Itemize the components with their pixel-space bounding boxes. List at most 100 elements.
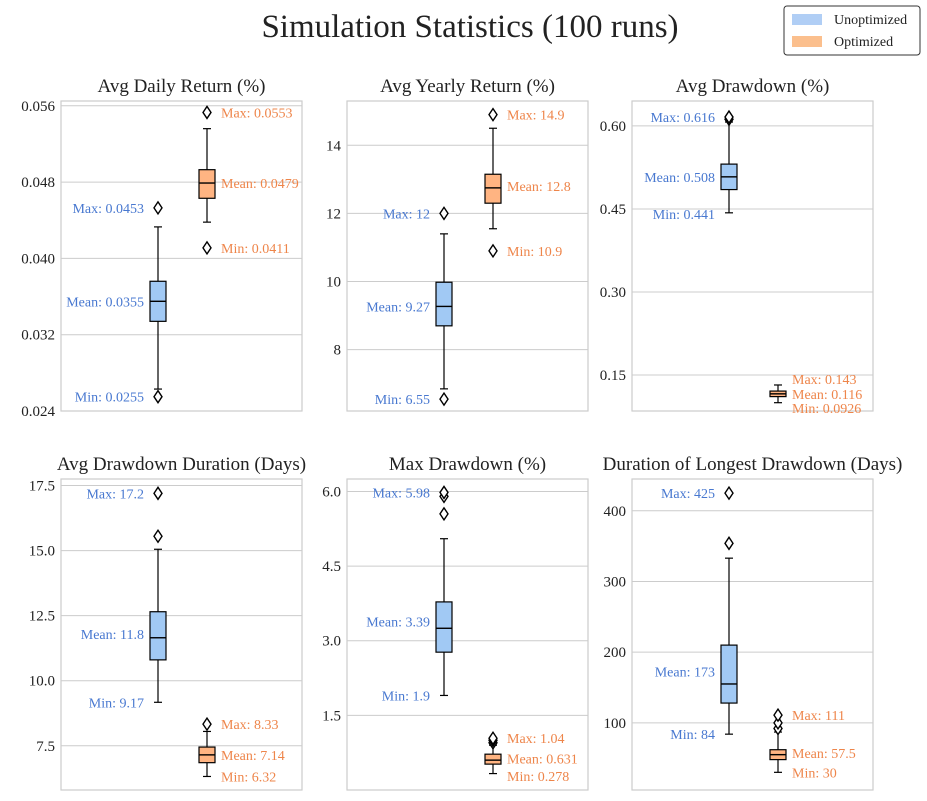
y-tick-label: 4.5 [322,559,341,575]
figure-title: Simulation Statistics (100 runs) [261,9,678,45]
box-iqr [435,601,453,653]
y-tick-label: 0.024 [21,404,55,420]
annotation-mean: Mean: 12.8 [507,180,571,195]
annotation-min: Min: 0.441 [653,208,715,223]
y-tick-label: 10.0 [29,674,55,690]
outlier-point [439,391,449,407]
subplot-5: Max Drawdown (%) 1.5 3.0 4.5 6.0 Max: 5.98 Mea… [322,454,589,791]
outlier-point [202,240,212,256]
annotation-mean: Mean: 3.39 [366,615,430,630]
subplot-title: Duration of Longest Drawdown (Days) [603,454,903,475]
annotation-max: Max: 111 [792,709,845,724]
legend-swatch-optimized [792,36,822,47]
box-optimized: Max: 8.33 Mean: 7.14 Min: 6.32 [198,716,285,785]
annotation-min: Min: 10.9 [507,245,562,260]
annotation-min: Min: 6.55 [375,393,430,408]
subplot-title: Max Drawdown (%) [389,454,546,475]
outlier-point [488,243,498,259]
annotation-mean: Mean: 57.5 [792,747,856,762]
y-tick-label: 0.048 [21,175,55,191]
y-tick-label: 12.5 [29,609,55,625]
y-tick-label: 0.15 [600,368,626,384]
annotation-min: Min: 0.0926 [792,402,861,417]
outlier-point [439,506,449,522]
y-tick-label: 15.0 [29,544,55,560]
box-iqr [435,281,453,327]
subplot-4: Avg Drawdown Duration (Days) 7.5 10.0 12.5 1… [29,454,306,791]
annotation-max: Max: 14.9 [507,109,565,124]
outlier-point [488,107,498,122]
outlier-point [439,485,449,500]
subplot-title: Avg Yearly Return (%) [380,76,555,97]
plot-frame [346,478,589,791]
annotation-max: Max: 0.0453 [72,202,144,217]
y-tick-label: 0.056 [21,99,55,115]
subplot-title: Avg Drawdown (%) [676,76,830,97]
y-tick-label: 200 [604,645,627,661]
box-optimized: Max: 111 Mean: 57.5 Min: 30 [769,707,856,781]
y-tick-label: 0.60 [600,119,626,135]
legend-swatch-unoptimized [792,14,822,25]
outlier-point [153,200,163,216]
y-tick-label: 8 [334,343,342,359]
y-tick-label: 14 [326,138,342,154]
subplot-6: Duration of Longest Drawdown (Days) 100 20… [603,454,903,791]
plot-frame [631,100,874,412]
annotation-mean: Mean: 0.116 [792,388,862,403]
box-iqr [484,173,502,204]
y-tick-label: 6.0 [322,484,341,500]
box-iqr [484,753,502,765]
outlier-point [153,528,163,544]
box-unoptimized: Max: 0.616 Mean: 0.508 Min: 0.441 [644,109,738,223]
annotation-min: Min: 0.278 [507,770,569,785]
outlier-point [724,109,734,125]
annotation-mean: Mean: 0.508 [644,171,715,186]
subplot-2: Avg Yearly Return (%) 8 10 12 14 Max: 12 Mean:… [326,76,589,412]
annotation-max: Max: 0.143 [792,373,857,388]
box-unoptimized: Max: 0.0453 Mean: 0.0355 Min: 0.0255 [66,200,167,406]
y-tick-label: 400 [604,504,627,520]
y-tick-label: 0.30 [600,285,626,301]
plot-frame [631,478,874,791]
legend: Unoptimized Optimized [783,5,921,56]
annotation-mean: Mean: 7.14 [221,749,285,764]
annotation-min: Min: 84 [670,728,715,743]
outlier-point [773,707,783,723]
box-optimized: Max: 14.9 Mean: 12.8 Min: 10.9 [484,107,571,260]
box-unoptimized: Max: 425 Mean: 173 Min: 84 [655,485,738,743]
annotation-max: Max: 5.98 [372,486,430,501]
outlier-point [153,389,163,404]
y-tick-label: 10 [326,275,341,291]
y-tick-label: 300 [604,574,627,590]
annotation-max: Max: 1.04 [507,732,565,747]
y-tick-label: 3.0 [322,634,341,650]
y-tick-label: 0.45 [600,202,626,218]
y-tick-label: 0.040 [21,251,55,267]
annotation-min: Min: 1.9 [382,689,430,704]
y-tick-label: 12 [326,206,341,222]
annotation-max: Max: 0.616 [650,111,715,126]
box-optimized: Max: 0.0553 Mean: 0.0479 Min: 0.0411 [198,105,299,257]
legend-label-optimized: Optimized [834,35,893,50]
annotation-min: Min: 30 [792,766,837,781]
outlier-point [773,715,783,731]
box-unoptimized: Max: 5.98 Mean: 3.39 Min: 1.9 [366,485,453,704]
outlier-point [202,105,212,120]
box-unoptimized: Max: 17.2 Mean: 11.8 Min: 9.17 [81,486,167,711]
annotation-min: Min: 6.32 [221,770,276,785]
y-tick-label: 17.5 [29,479,55,495]
outlier-point [724,536,734,551]
legend-label-unoptimized: Unoptimized [834,13,907,28]
y-tick-label: 7.5 [36,739,55,755]
box-iqr [149,611,167,661]
outlier-point [488,730,498,746]
outlier-point [153,486,163,501]
box-iqr [198,169,216,199]
annotation-max: Max: 17.2 [86,487,144,502]
y-tick-label: 1.5 [322,708,341,724]
annotation-mean: Mean: 0.631 [507,753,578,768]
box-iqr [720,644,738,704]
annotation-max: Max: 8.33 [221,718,279,733]
